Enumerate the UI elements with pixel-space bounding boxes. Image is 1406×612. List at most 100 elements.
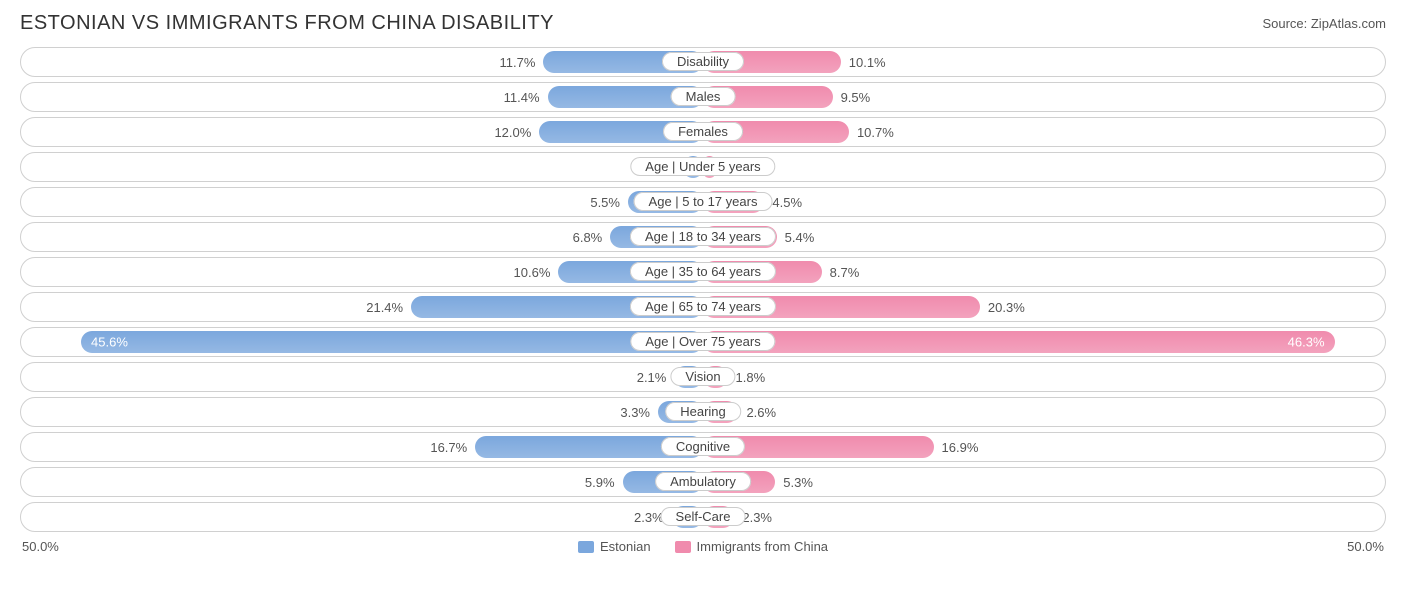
right-half: 1.8% — [703, 363, 1385, 391]
category-label-wrap: Disability — [662, 53, 744, 71]
source-attribution: Source: ZipAtlas.com — [1262, 16, 1386, 31]
value-left: 6.8% — [565, 230, 611, 245]
chart-row: 1.5%0.96%Age | Under 5 years — [20, 152, 1386, 182]
left-half: 2.1% — [21, 363, 703, 391]
chart-row: 10.6% 8.7% Age | 35 to 64 years — [20, 257, 1386, 287]
chart-row: 2.3%2.3%Self-Care — [20, 502, 1386, 532]
category-label: Age | Over 75 years — [630, 332, 775, 351]
category-label-wrap: Hearing — [665, 403, 741, 421]
diverging-bar-chart: 11.7%10.1%Disability11.4%9.5%Males12.0%1… — [0, 43, 1406, 532]
value-right: 9.5% — [833, 90, 879, 105]
chart-row: 12.0% 10.7% Females — [20, 117, 1386, 147]
chart-row: 16.7% 16.9% Cognitive — [20, 432, 1386, 462]
legend-item-immigrants: Immigrants from China — [675, 539, 828, 554]
value-left: 5.5% — [582, 195, 628, 210]
chart-row: 21.4% 20.3%Age | 65 to 74 years — [20, 292, 1386, 322]
legend-label-immigrants: Immigrants from China — [697, 539, 828, 554]
value-left: 45.6% — [83, 335, 136, 350]
legend: Estonian Immigrants from China — [578, 539, 828, 554]
left-half: 2.3% — [21, 503, 703, 531]
category-label: Self-Care — [661, 507, 746, 526]
category-label: Vision — [670, 367, 735, 386]
value-right: 10.1% — [841, 55, 894, 70]
legend-item-estonian: Estonian — [578, 539, 651, 554]
left-half: 12.0% — [21, 118, 703, 146]
category-label: Age | 5 to 17 years — [634, 192, 773, 211]
category-label: Hearing — [665, 402, 741, 421]
value-left: 10.6% — [506, 265, 559, 280]
category-label-wrap: Age | 5 to 17 years — [634, 193, 773, 211]
right-half: 10.1% — [703, 48, 1385, 76]
left-half: 3.3% — [21, 398, 703, 426]
value-left: 5.9% — [577, 475, 623, 490]
category-label-wrap: Age | 35 to 64 years — [630, 263, 776, 281]
right-half: 4.5% — [703, 188, 1385, 216]
chart-row: 11.4% 9.5% Males — [20, 82, 1386, 112]
value-left: 16.7% — [422, 440, 475, 455]
left-half: 5.5% — [21, 188, 703, 216]
left-half: 11.4% — [21, 83, 703, 111]
chart-row: 6.8% 5.4%Age | 18 to 34 years — [20, 222, 1386, 252]
category-label-wrap: Age | 65 to 74 years — [630, 298, 776, 316]
category-label: Cognitive — [661, 437, 745, 456]
left-half: 16.7% — [21, 433, 703, 461]
value-right: 5.4% — [777, 230, 823, 245]
category-label-wrap: Females — [663, 123, 743, 141]
legend-swatch-immigrants — [675, 541, 691, 553]
right-half: 2.3% — [703, 503, 1385, 531]
right-half: 46.3% — [703, 328, 1385, 356]
category-label: Males — [671, 87, 736, 106]
right-half: 0.96% — [703, 153, 1385, 181]
value-left: 12.0% — [486, 125, 539, 140]
left-half: 11.7% — [21, 48, 703, 76]
legend-label-estonian: Estonian — [600, 539, 651, 554]
value-right: 5.3% — [775, 475, 821, 490]
category-label: Females — [663, 122, 743, 141]
axis-left-max: 50.0% — [22, 539, 59, 554]
value-left: 2.1% — [629, 370, 675, 385]
category-label-wrap: Ambulatory — [655, 473, 751, 491]
value-left: 3.3% — [612, 405, 658, 420]
chart-row: 11.7% 10.1% Disability — [20, 47, 1386, 77]
right-half: 5.3% — [703, 468, 1385, 496]
right-half: 5.4% — [703, 223, 1385, 251]
value-left: 11.7% — [492, 55, 544, 70]
chart-row: 5.5% 4.5%Age | 5 to 17 years — [20, 187, 1386, 217]
value-left: 11.4% — [496, 90, 548, 105]
category-label-wrap: Age | Under 5 years — [630, 158, 775, 176]
right-half: 16.9% — [703, 433, 1385, 461]
category-label-wrap: Cognitive — [661, 438, 745, 456]
left-half: 10.6% — [21, 258, 703, 286]
right-half: 8.7% — [703, 258, 1385, 286]
category-label: Age | 35 to 64 years — [630, 262, 776, 281]
left-half: 5.9% — [21, 468, 703, 496]
value-left: 21.4% — [358, 300, 411, 315]
right-half: 20.3% — [703, 293, 1385, 321]
category-label: Age | 18 to 34 years — [630, 227, 776, 246]
left-half: 45.6% — [21, 328, 703, 356]
left-half: 1.5% — [21, 153, 703, 181]
value-right: 10.7% — [849, 125, 902, 140]
right-half: 10.7% — [703, 118, 1385, 146]
right-half: 9.5% — [703, 83, 1385, 111]
category-label-wrap: Age | 18 to 34 years — [630, 228, 776, 246]
left-half: 21.4% — [21, 293, 703, 321]
category-label-wrap: Self-Care — [661, 508, 746, 526]
axis-right-max: 50.0% — [1347, 539, 1384, 554]
category-label-wrap: Vision — [670, 368, 735, 386]
category-label-wrap: Males — [671, 88, 736, 106]
chart-row: 5.9% 5.3% Ambulatory — [20, 467, 1386, 497]
legend-swatch-estonian — [578, 541, 594, 553]
category-label: Age | Under 5 years — [630, 157, 775, 176]
chart-row: 3.3% 2.6%Hearing — [20, 397, 1386, 427]
value-right: 16.9% — [934, 440, 987, 455]
category-label: Disability — [662, 52, 744, 71]
category-label-wrap: Age | Over 75 years — [630, 333, 775, 351]
value-right: 2.6% — [738, 405, 784, 420]
category-label: Ambulatory — [655, 472, 751, 491]
chart-row: 2.1% 1.8%Vision — [20, 362, 1386, 392]
chart-row: 45.6% 46.3%Age | Over 75 years — [20, 327, 1386, 357]
chart-title: ESTONIAN VS IMMIGRANTS FROM CHINA DISABI… — [20, 12, 554, 35]
value-right: 8.7% — [822, 265, 868, 280]
left-half: 6.8% — [21, 223, 703, 251]
